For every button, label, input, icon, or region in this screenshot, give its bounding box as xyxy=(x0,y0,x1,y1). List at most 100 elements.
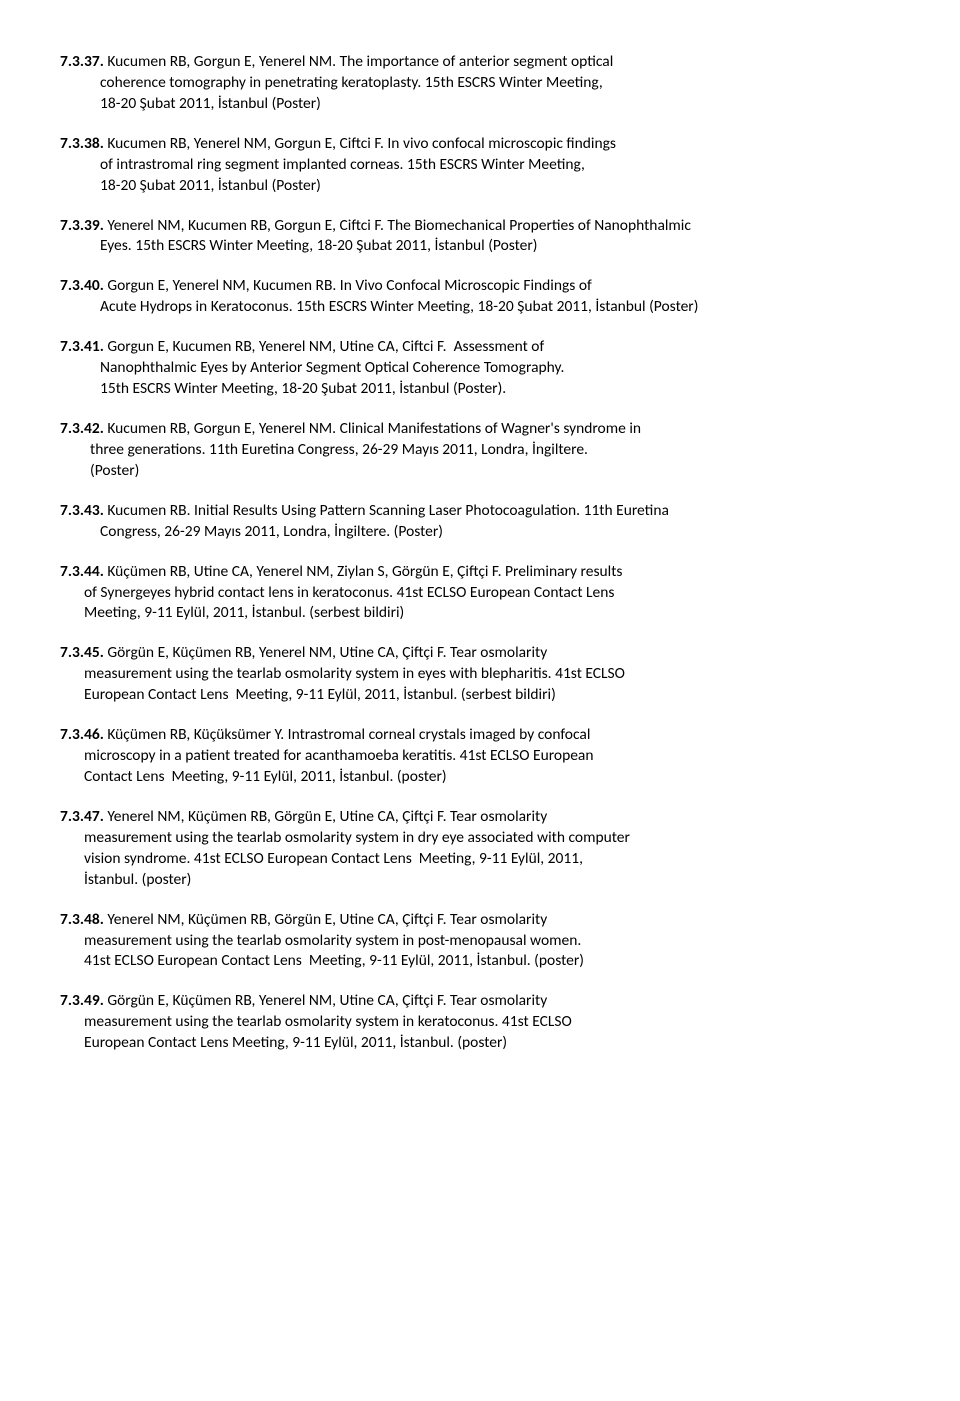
entry-text: of intrastromal ring segment implanted c… xyxy=(100,155,585,174)
entry-text: coherence tomography in penetrating kera… xyxy=(100,73,603,92)
entry-number: 7.3.45. xyxy=(60,643,104,662)
entry-text: Congress, 26-29 Mayıs 2011, Londra, İngi… xyxy=(100,522,443,541)
entry-text: Görgün E, Küçümen RB, Yenerel NM, Utine … xyxy=(104,991,547,1010)
entry-text: İstanbul. (poster) xyxy=(84,870,191,889)
entry-line: coherence tomography in penetrating kera… xyxy=(60,73,900,94)
entry-line: 7.3.46. Küçümen RB, Küçüksümer Y. Intras… xyxy=(60,725,900,746)
entry-line: Meeting, 9-11 Eylül, 2011, İstanbul. (se… xyxy=(60,603,900,624)
entry-line: Eyes. 15th ESCRS Winter Meeting, 18-20 Ş… xyxy=(60,236,900,257)
entry-text: Gorgun E, Kucumen RB, Yenerel NM, Utine … xyxy=(104,337,544,356)
entry-line: 7.3.45. Görgün E, Küçümen RB, Yenerel NM… xyxy=(60,643,900,664)
bibliography-entry: 7.3.46. Küçümen RB, Küçüksümer Y. Intras… xyxy=(60,725,900,788)
entry-line: 18-20 Şubat 2011, İstanbul (Poster) xyxy=(60,94,900,115)
entry-line: measurement using the tearlab osmolarity… xyxy=(60,828,900,849)
entry-text: three generations. 11th Euretina Congres… xyxy=(90,440,588,459)
entry-text: Meeting, 9-11 Eylül, 2011, İstanbul. (se… xyxy=(84,603,404,622)
entry-number: 7.3.41. xyxy=(60,337,104,356)
entry-text: European Contact Lens Meeting, 9-11 Eylü… xyxy=(84,685,556,704)
entry-text: Contact Lens Meeting, 9-11 Eylül, 2011, … xyxy=(84,767,447,786)
entry-line: 7.3.39. Yenerel NM, Kucumen RB, Gorgun E… xyxy=(60,216,900,237)
entry-line: 7.3.40. Gorgun E, Yenerel NM, Kucumen RB… xyxy=(60,276,900,297)
bibliography-entry: 7.3.48. Yenerel NM, Küçümen RB, Görgün E… xyxy=(60,910,900,973)
entry-text: Küçümen RB, Utine CA, Yenerel NM, Ziylan… xyxy=(104,562,623,581)
bibliography-entry: 7.3.44. Küçümen RB, Utine CA, Yenerel NM… xyxy=(60,562,900,625)
entry-line: 7.3.37. Kucumen RB, Gorgun E, Yenerel NM… xyxy=(60,52,900,73)
entry-line: Congress, 26-29 Mayıs 2011, Londra, İngi… xyxy=(60,522,900,543)
entry-line: Acute Hydrops in Keratoconus. 15th ESCRS… xyxy=(60,297,900,318)
entry-number: 7.3.39. xyxy=(60,216,104,235)
entry-line: 7.3.49. Görgün E, Küçümen RB, Yenerel NM… xyxy=(60,991,900,1012)
entry-text: Eyes. 15th ESCRS Winter Meeting, 18-20 Ş… xyxy=(100,236,538,255)
entry-line: European Contact Lens Meeting, 9-11 Eylü… xyxy=(60,685,900,706)
entry-line: 18-20 Şubat 2011, İstanbul (Poster) xyxy=(60,176,900,197)
entry-line: Nanophthalmic Eyes by Anterior Segment O… xyxy=(60,358,900,379)
entry-text: measurement using the tearlab osmolarity… xyxy=(84,664,625,683)
entry-line: (Poster) xyxy=(60,461,900,482)
entry-line: 15th ESCRS Winter Meeting, 18-20 Şubat 2… xyxy=(60,379,900,400)
entry-number: 7.3.49. xyxy=(60,991,104,1010)
bibliography-entry: 7.3.37. Kucumen RB, Gorgun E, Yenerel NM… xyxy=(60,52,900,115)
entry-line: İstanbul. (poster) xyxy=(60,870,900,891)
entry-line: three generations. 11th Euretina Congres… xyxy=(60,440,900,461)
entry-line: 41st ECLSO European Contact Lens Meeting… xyxy=(60,951,900,972)
entry-number: 7.3.42. xyxy=(60,419,104,438)
entry-line: 7.3.41. Gorgun E, Kucumen RB, Yenerel NM… xyxy=(60,337,900,358)
entry-text: Yenerel NM, Kucumen RB, Gorgun E, Ciftci… xyxy=(104,216,691,235)
entry-text: Nanophthalmic Eyes by Anterior Segment O… xyxy=(100,358,564,377)
entry-text: measurement using the tearlab osmolarity… xyxy=(84,931,581,950)
entry-text: Görgün E, Küçümen RB, Yenerel NM, Utine … xyxy=(104,643,547,662)
entry-text: Yenerel NM, Küçümen RB, Görgün E, Utine … xyxy=(104,910,547,929)
bibliography-list: 7.3.37. Kucumen RB, Gorgun E, Yenerel NM… xyxy=(60,52,900,1054)
bibliography-entry: 7.3.43. Kucumen RB. Initial Results Usin… xyxy=(60,501,900,543)
entry-text: Gorgun E, Yenerel NM, Kucumen RB. In Viv… xyxy=(104,276,592,295)
entry-line: measurement using the tearlab osmolarity… xyxy=(60,664,900,685)
entry-number: 7.3.46. xyxy=(60,725,104,744)
bibliography-entry: 7.3.38. Kucumen RB, Yenerel NM, Gorgun E… xyxy=(60,134,900,197)
entry-line: of Synergeyes hybrid contact lens in ker… xyxy=(60,583,900,604)
entry-line: of intrastromal ring segment implanted c… xyxy=(60,155,900,176)
entry-line: Contact Lens Meeting, 9-11 Eylül, 2011, … xyxy=(60,767,900,788)
entry-line: measurement using the tearlab osmolarity… xyxy=(60,1012,900,1033)
entry-line: 7.3.38. Kucumen RB, Yenerel NM, Gorgun E… xyxy=(60,134,900,155)
bibliography-entry: 7.3.47. Yenerel NM, Küçümen RB, Görgün E… xyxy=(60,807,900,891)
entry-text: of Synergeyes hybrid contact lens in ker… xyxy=(84,583,614,602)
entry-text: Yenerel NM, Küçümen RB, Görgün E, Utine … xyxy=(104,807,547,826)
entry-text: Kucumen RB. Initial Results Using Patter… xyxy=(104,501,669,520)
entry-text: (Poster) xyxy=(90,461,139,480)
entry-line: 7.3.43. Kucumen RB. Initial Results Usin… xyxy=(60,501,900,522)
entry-text: 18-20 Şubat 2011, İstanbul (Poster) xyxy=(100,176,321,195)
entry-text: Acute Hydrops in Keratoconus. 15th ESCRS… xyxy=(100,297,698,316)
entry-line: vision syndrome. 41st ECLSO European Con… xyxy=(60,849,900,870)
entry-line: 7.3.48. Yenerel NM, Küçümen RB, Görgün E… xyxy=(60,910,900,931)
entry-line: 7.3.44. Küçümen RB, Utine CA, Yenerel NM… xyxy=(60,562,900,583)
entry-text: microscopy in a patient treated for acan… xyxy=(84,746,594,765)
entry-number: 7.3.37. xyxy=(60,52,104,71)
bibliography-entry: 7.3.40. Gorgun E, Yenerel NM, Kucumen RB… xyxy=(60,276,900,318)
entry-number: 7.3.44. xyxy=(60,562,104,581)
bibliography-entry: 7.3.49. Görgün E, Küçümen RB, Yenerel NM… xyxy=(60,991,900,1054)
bibliography-entry: 7.3.41. Gorgun E, Kucumen RB, Yenerel NM… xyxy=(60,337,900,400)
entry-text: Kucumen RB, Gorgun E, Yenerel NM. Clinic… xyxy=(104,419,641,438)
entry-text: vision syndrome. 41st ECLSO European Con… xyxy=(84,849,583,868)
entry-text: Kucumen RB, Yenerel NM, Gorgun E, Ciftci… xyxy=(104,134,616,153)
entry-number: 7.3.47. xyxy=(60,807,104,826)
entry-line: European Contact Lens Meeting, 9-11 Eylü… xyxy=(60,1033,900,1054)
entry-text: 41st ECLSO European Contact Lens Meeting… xyxy=(84,951,584,970)
bibliography-entry: 7.3.39. Yenerel NM, Kucumen RB, Gorgun E… xyxy=(60,216,900,258)
entry-line: microscopy in a patient treated for acan… xyxy=(60,746,900,767)
entry-text: Küçümen RB, Küçüksümer Y. Intrastromal c… xyxy=(104,725,591,744)
entry-number: 7.3.43. xyxy=(60,501,104,520)
entry-text: measurement using the tearlab osmolarity… xyxy=(84,828,630,847)
entry-number: 7.3.40. xyxy=(60,276,104,295)
bibliography-entry: 7.3.45. Görgün E, Küçümen RB, Yenerel NM… xyxy=(60,643,900,706)
entry-text: measurement using the tearlab osmolarity… xyxy=(84,1012,572,1031)
entry-text: 15th ESCRS Winter Meeting, 18-20 Şubat 2… xyxy=(100,379,506,398)
entry-text: 18-20 Şubat 2011, İstanbul (Poster) xyxy=(100,94,321,113)
entry-text: Kucumen RB, Gorgun E, Yenerel NM. The im… xyxy=(104,52,613,71)
entry-line: 7.3.47. Yenerel NM, Küçümen RB, Görgün E… xyxy=(60,807,900,828)
entry-text: European Contact Lens Meeting, 9-11 Eylü… xyxy=(84,1033,507,1052)
bibliography-entry: 7.3.42. Kucumen RB, Gorgun E, Yenerel NM… xyxy=(60,419,900,482)
entry-line: 7.3.42. Kucumen RB, Gorgun E, Yenerel NM… xyxy=(60,419,900,440)
entry-line: measurement using the tearlab osmolarity… xyxy=(60,931,900,952)
entry-number: 7.3.48. xyxy=(60,910,104,929)
